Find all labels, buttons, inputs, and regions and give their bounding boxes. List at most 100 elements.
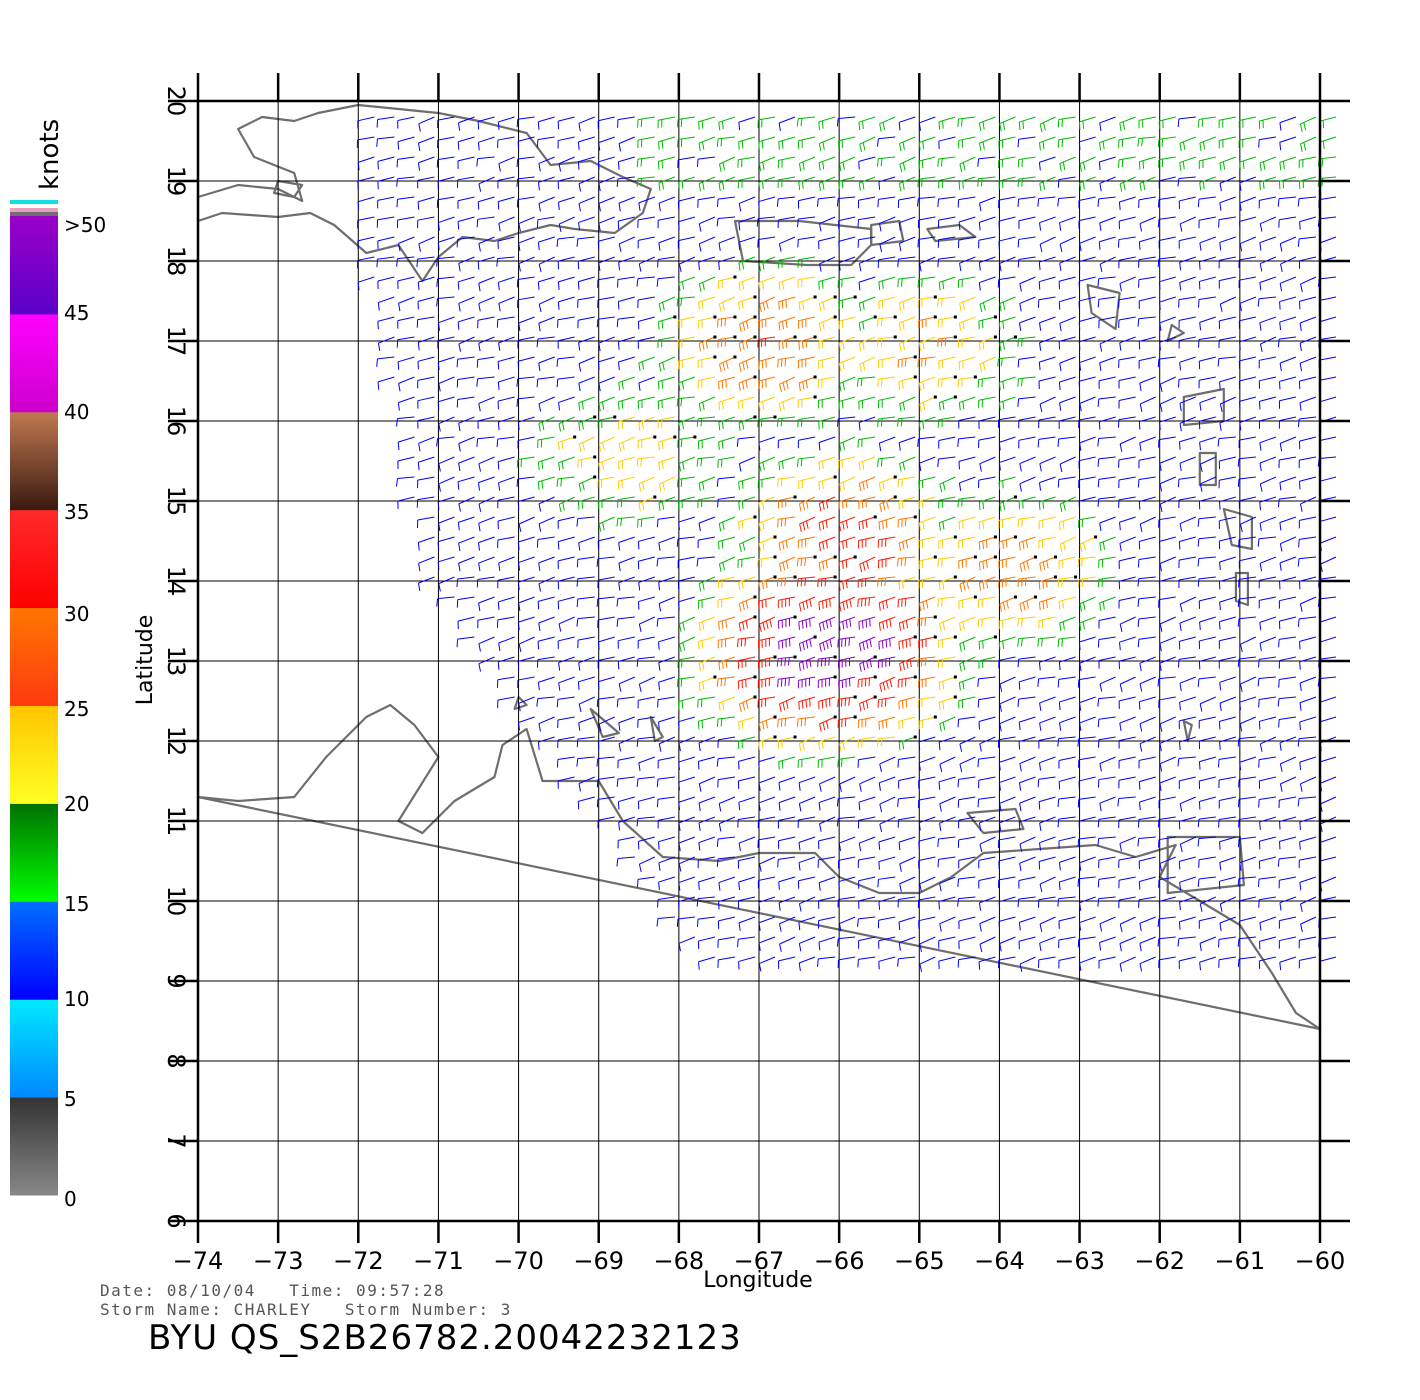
wind-barb: [1299, 296, 1317, 310]
wind-barb: [577, 256, 595, 270]
wind-barb: [899, 876, 916, 892]
wind-barb: [897, 256, 916, 268]
wind-barb: [497, 116, 515, 130]
wind-barb: [516, 276, 535, 288]
wind-barb: [536, 696, 555, 707]
wind-barb: [898, 936, 916, 951]
wind-barb: [978, 416, 996, 430]
wind-barb: [1038, 376, 1056, 390]
wind-barb: [516, 456, 535, 468]
wind-barb: [1238, 576, 1256, 588]
wind-barb: [478, 496, 495, 512]
wind-barb: [818, 116, 836, 130]
wind-barb: [596, 796, 615, 808]
wind-barb: [938, 436, 956, 449]
wind-barb: [1219, 896, 1237, 912]
wind-barb: [778, 236, 796, 252]
wind-barb: [516, 156, 535, 168]
wind-barb: [578, 356, 595, 372]
wind-barb: [1057, 436, 1076, 448]
wind-barb: [737, 856, 756, 869]
wind-barb: [658, 356, 676, 372]
wind-barb: [1319, 396, 1337, 410]
wind-barb: [777, 735, 797, 749]
wind-barb: [797, 536, 816, 549]
wind-barb: [757, 696, 776, 708]
wind-barb: [1158, 836, 1176, 848]
wind-barb: [998, 576, 1016, 589]
wind-barb: [1297, 736, 1317, 747]
wind-barb: [1278, 636, 1297, 648]
wind-barb: [678, 216, 696, 230]
wind-barb: [578, 376, 595, 392]
wind-barb: [678, 416, 696, 431]
rain-flag: [953, 675, 957, 679]
wind-barb: [999, 116, 1016, 132]
wind-barb: [798, 916, 816, 931]
wind-barb: [377, 296, 395, 311]
wind-barb: [638, 756, 655, 771]
wind-barb: [376, 256, 395, 268]
wind-barb: [1159, 856, 1176, 872]
wind-barb: [878, 296, 896, 310]
wind-barb: [957, 496, 976, 508]
wind-barb: [778, 316, 796, 331]
wind-barb: [1079, 856, 1096, 871]
wind-barb: [738, 496, 756, 510]
wind-barb: [698, 736, 716, 751]
wind-barb: [1097, 276, 1116, 287]
wind-barb: [418, 576, 435, 591]
wind-barb: [1259, 816, 1277, 830]
wind-barb: [998, 856, 1016, 869]
wind-barb: [1257, 296, 1276, 307]
wind-barb: [957, 956, 976, 968]
wind-barb: [878, 716, 896, 730]
wind-barb: [1238, 116, 1256, 129]
wind-barb: [458, 556, 475, 572]
wind-barb: [818, 876, 836, 891]
wind-barb: [1098, 156, 1116, 171]
wind-barb: [918, 136, 936, 151]
wind-barb: [958, 536, 976, 549]
wind-barb: [899, 136, 916, 152]
wind-barb: [1119, 436, 1136, 452]
wind-barb: [658, 496, 676, 511]
wind-barb: [998, 896, 1016, 910]
wind-barb: [477, 476, 495, 491]
wind-barb: [1139, 716, 1156, 732]
wind-barb: [1138, 256, 1156, 268]
wind-barb: [1299, 336, 1317, 352]
rain-flag: [673, 435, 677, 439]
wind-barb: [838, 576, 856, 591]
wind-barb: [1238, 896, 1257, 909]
y-tick-label: 20: [162, 86, 190, 117]
wind-barb: [1319, 776, 1337, 792]
wind-barb: [698, 216, 716, 232]
wind-barb: [1237, 736, 1256, 747]
wind-barb: [1018, 536, 1036, 551]
rain-flag: [833, 575, 837, 579]
wind-barb: [977, 376, 996, 388]
wind-barb: [978, 236, 996, 249]
wind-barb: [1197, 816, 1216, 828]
wind-barb: [838, 156, 856, 172]
wind-barb: [1218, 576, 1236, 590]
wind-barb: [617, 636, 635, 649]
wind-barb: [1159, 396, 1176, 412]
wind-barb: [816, 196, 836, 207]
wind-barb: [917, 896, 936, 908]
wind-barb: [998, 656, 1016, 669]
wind-barb: [637, 435, 657, 449]
wind-barb: [958, 216, 976, 231]
wind-barb: [478, 276, 495, 292]
wind-barb: [637, 136, 655, 148]
wind-barb: [778, 335, 797, 351]
wind-barb: [497, 496, 515, 509]
wind-barb: [918, 676, 936, 689]
wind-barb: [1158, 956, 1176, 968]
wind-barb: [1179, 796, 1196, 812]
wind-barb: [397, 116, 415, 129]
wind-barb: [1058, 836, 1076, 849]
wind-barb: [678, 596, 696, 610]
wind-barb: [618, 356, 635, 371]
